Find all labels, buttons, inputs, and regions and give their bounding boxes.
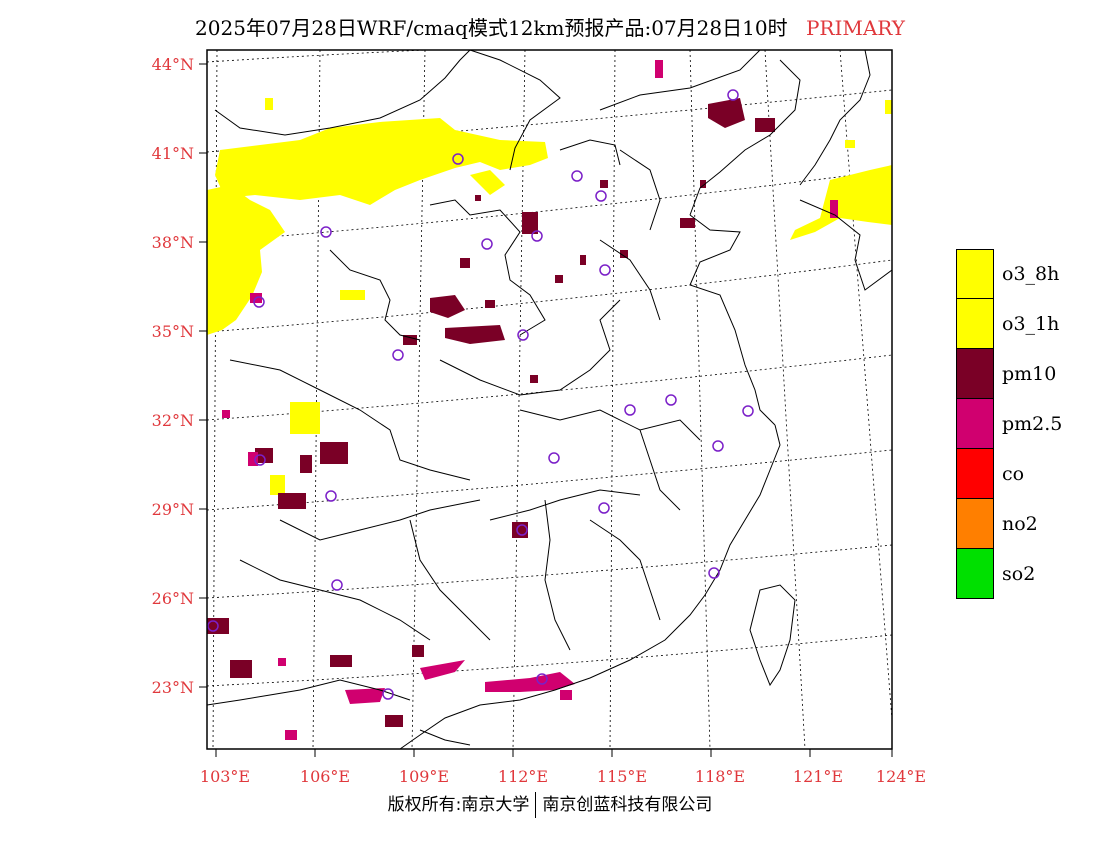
- title-primary-tag: PRIMARY: [805, 16, 905, 40]
- pollutant-legend: o3_8h o3_1h pm10 pm2.5 co no2 so2: [956, 249, 1100, 599]
- lat-labels: 44°N 41°N 38°N 35°N 32°N 29°N 26°N 23°N: [152, 55, 194, 697]
- legend-item-co: co: [956, 449, 1100, 499]
- axis-ticks: [199, 63, 893, 757]
- lat-label-32: 32°N: [152, 411, 194, 430]
- lat-label-23: 23°N: [152, 678, 194, 697]
- legend-swatch: [956, 499, 994, 549]
- legend-item-pm10: pm10: [956, 349, 1100, 399]
- copyright-footer: 版权所有:南京大学 南京创蓝科技有限公司: [0, 790, 1100, 818]
- boundaries: [207, 50, 892, 749]
- legend-label: so2: [1002, 563, 1036, 585]
- title-main: 2025年07月28日WRF/cmaq模式12km预报产品:07月28日10时: [195, 16, 788, 40]
- lat-label-41: 41°N: [152, 144, 194, 163]
- legend-item-pm25: pm2.5: [956, 399, 1100, 449]
- legend-label: no2: [1002, 513, 1038, 535]
- lat-label-29: 29°N: [152, 500, 194, 519]
- legend-item-so2: so2: [956, 549, 1100, 599]
- legend-label: o3_1h: [1002, 313, 1060, 335]
- lon-label-112: 112°E: [498, 767, 548, 786]
- o3-areas: [207, 98, 892, 495]
- legend-item-o3-8h: o3_8h: [956, 249, 1100, 299]
- lat-label-26: 26°N: [152, 589, 194, 608]
- legend-swatch: [956, 449, 994, 499]
- legend-label: o3_8h: [1002, 263, 1060, 285]
- lon-label-124: 124°E: [876, 767, 926, 786]
- lon-label-106: 106°E: [300, 767, 350, 786]
- lat-label-35: 35°N: [152, 322, 194, 341]
- lon-label-103: 103°E: [200, 767, 250, 786]
- lon-label-118: 118°E: [695, 767, 745, 786]
- legend-item-no2: no2: [956, 499, 1100, 549]
- legend-label: co: [1002, 463, 1025, 485]
- map-title: 2025年07月28日WRF/cmaq模式12km预报产品:07月28日10时 …: [0, 12, 1100, 41]
- lat-label-38: 38°N: [152, 233, 194, 252]
- pollution-fields: [207, 60, 892, 740]
- footer-separator: [535, 792, 537, 818]
- station-markers: [207, 89, 754, 700]
- map-frame: [206, 49, 893, 750]
- legend-swatch: [956, 549, 994, 599]
- footer-company: 南京创蓝科技有限公司: [542, 795, 713, 815]
- legend-swatch: [956, 299, 994, 349]
- lon-label-121: 121°E: [793, 767, 843, 786]
- lat-label-44: 44°N: [152, 55, 194, 74]
- lon-labels: 103°E 106°E 109°E 112°E 115°E 118°E 121°…: [200, 767, 926, 786]
- legend-swatch: [956, 399, 994, 449]
- lon-label-109: 109°E: [399, 767, 449, 786]
- legend-item-o3-1h: o3_1h: [956, 299, 1100, 349]
- legend-swatch: [956, 349, 994, 399]
- footer-copyright: 版权所有:南京大学: [387, 795, 530, 815]
- legend-label: pm2.5: [1002, 413, 1063, 435]
- legend-swatch: [956, 249, 994, 299]
- legend-label: pm10: [1002, 363, 1057, 385]
- lon-label-115: 115°E: [597, 767, 647, 786]
- pm10-areas: [207, 98, 775, 727]
